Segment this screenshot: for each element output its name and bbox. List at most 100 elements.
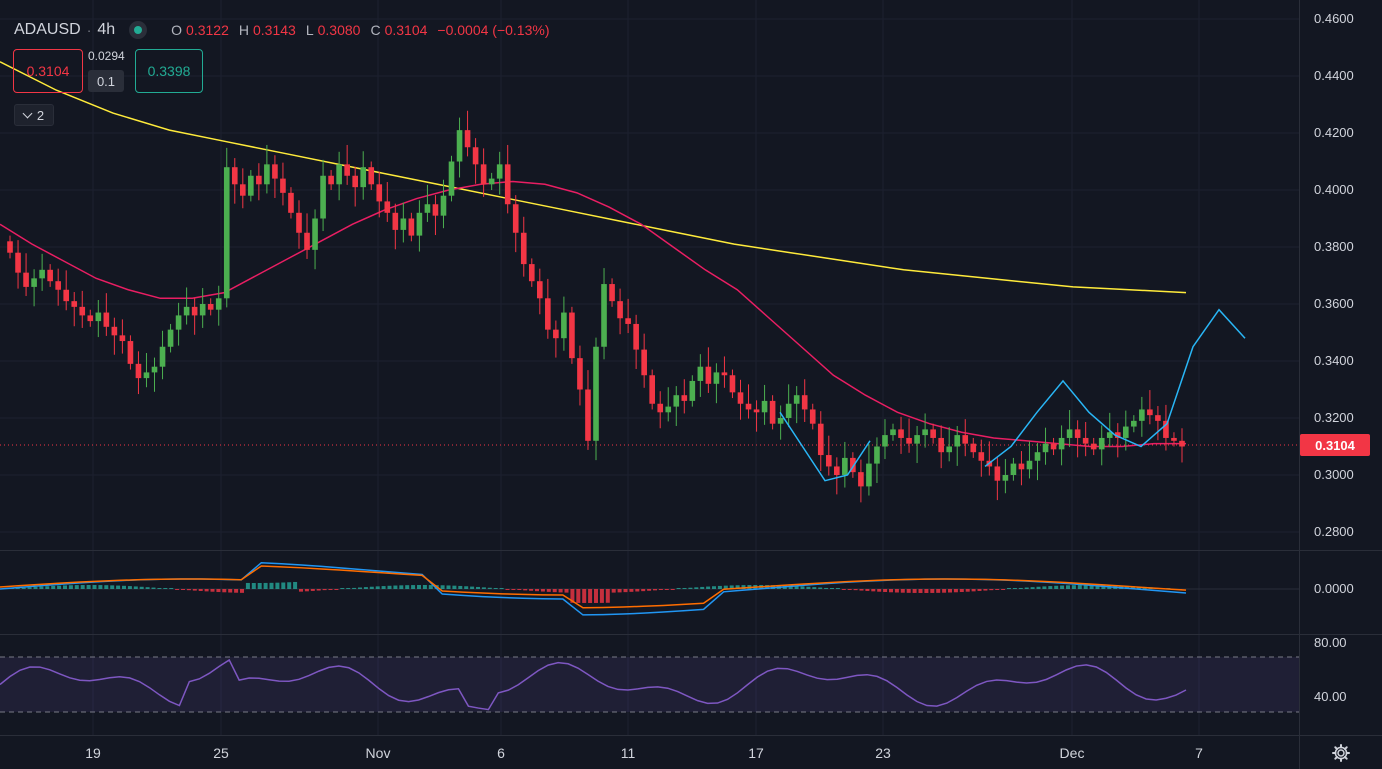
macd-histogram-bar [700,586,705,589]
macd-histogram-bar [1024,587,1029,589]
candle-body [135,363,142,379]
macd-histogram-bar [1054,585,1059,589]
sell-button[interactable]: 0.3104 [13,49,83,93]
buy-button[interactable]: 0.3398 [135,49,203,93]
macd-histogram-bar [122,585,126,589]
candle-body [954,435,961,447]
macd-histogram-bar [977,589,982,591]
macd-histogram-bar [1048,586,1053,589]
candle-body [448,161,455,196]
candle-body [577,358,583,390]
market-status-dot-icon[interactable] [129,21,148,39]
pane-separator-macd[interactable] [0,550,1382,551]
macd-histogram-bar [293,581,298,589]
candle-body [368,167,375,185]
candle-body [1131,420,1137,427]
macd-histogram-bar [959,589,964,593]
candle-body [962,435,969,444]
high-label: H [238,22,249,38]
macd-histogram-bar [1012,588,1017,589]
candle-body [440,195,447,216]
chart-settings-button[interactable] [1299,735,1382,769]
macd-histogram-bar [275,582,280,589]
candle-body [159,346,166,367]
macd-histogram-bar [458,585,463,589]
macd-histogram-bar [517,589,522,590]
macd-histogram-bar [995,589,1000,590]
candle-body [119,335,126,342]
candle-body [280,178,286,193]
indicators-toggle-button[interactable]: 2 [14,104,54,126]
candle-body [801,395,808,410]
candle-body [882,435,888,447]
macd-histogram-bar [800,586,805,589]
candle-body [673,395,680,407]
candle-body [79,306,86,316]
macd-histogram-bar [80,585,85,589]
ma-slow-path [0,61,1187,294]
candle-body [737,392,744,404]
candle-body [898,429,904,438]
candle-body [1114,432,1121,438]
candle-body [416,212,423,236]
macd-histogram-bar [186,589,191,591]
interval-label[interactable]: 4h [97,21,116,38]
candle-body [970,443,977,453]
macd-histogram-bar [1089,585,1094,589]
price-axis-label: 0.3000 [1314,467,1354,482]
macd-histogram-bar [399,585,404,589]
macd-histogram-bar [605,589,610,603]
macd-histogram-bar [965,589,970,592]
macd-histogram-bar [1030,587,1035,589]
candle-body [472,147,479,165]
time-axis[interactable]: 19 25 Nov 6 11 17 23 Dec 7 [0,735,1299,769]
candle-body [641,349,647,376]
quantity-input[interactable]: 0.1 [88,70,124,92]
candle-body [1106,432,1113,438]
candle-body [352,175,358,188]
macd-histogram-bar [588,589,593,603]
candle-body [1122,426,1129,438]
macd-histogram-bar [116,585,121,589]
rsi-axis-label: 40.00 [1314,689,1347,704]
pane-separator-rsi[interactable] [0,634,1382,635]
macd-histogram-bar [818,587,823,589]
macd-histogram-bar [393,585,398,589]
macd-histogram-bar [641,589,646,592]
candle-body [1042,443,1049,453]
candle-body [1050,443,1057,450]
price-axis[interactable]: 0.4600 0.4400 0.4200 0.4000 0.3800 0.360… [1299,0,1382,735]
candle-body [850,457,856,473]
candle-body [392,212,399,230]
macd-histogram-bar [865,589,870,591]
macd-histogram-bar [653,589,657,591]
macd-histogram-bar [735,585,740,589]
macd-histogram-bar [210,589,215,592]
macd-histogram-bar [405,585,410,589]
macd-histogram-bar [582,589,587,603]
macd-histogram-bar [245,582,250,589]
candle-body [456,130,463,162]
candle-body [248,175,254,196]
candle-body [288,192,294,213]
price-axis-label: 0.3400 [1314,353,1354,368]
candle-body [320,175,326,219]
candle-body [95,312,102,322]
macd-histogram-bar [540,589,545,592]
candle-body [191,306,198,316]
macd-histogram-bar [948,589,952,593]
candle-body [537,281,543,299]
spread-value: 0.0294 [88,49,125,63]
macd-histogram-bar [1001,589,1006,590]
macd-histogram-bar [352,587,357,589]
macd-histogram-bar [27,587,32,589]
macd-histogram-bar [835,588,840,589]
macd-histogram-bar [694,587,699,589]
macd-histogram-bar [658,589,663,590]
candle-body [231,167,238,185]
time-axis-label: 23 [875,745,891,761]
macd-histogram-bar [552,589,557,593]
symbol-name[interactable]: ADAUSD [14,21,81,38]
candle-body [753,409,760,413]
